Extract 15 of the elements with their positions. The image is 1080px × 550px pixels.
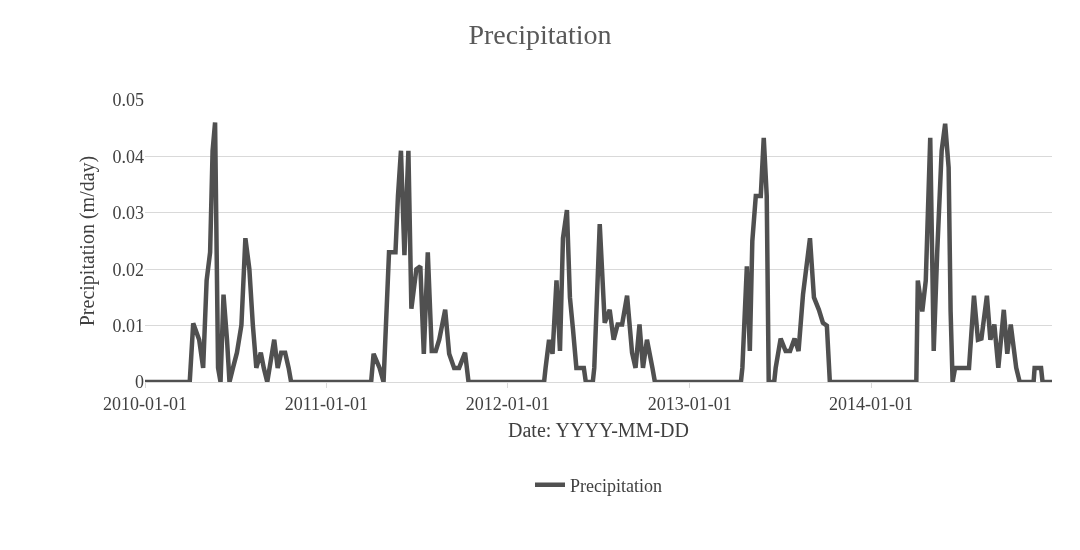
- x-axis-title: Date: YYYY-MM-DD: [508, 419, 689, 442]
- y-tick-label: 0.04: [112, 146, 144, 167]
- legend-label: Precipitation: [570, 475, 662, 496]
- y-tick-label: 0.03: [112, 203, 144, 224]
- chart-title: Precipitation: [468, 19, 612, 51]
- x-tick-label: 2011-01-01: [284, 393, 369, 414]
- x-tick-label: 2012-01-01: [465, 393, 550, 414]
- y-tick-label: 0.01: [112, 315, 144, 336]
- y-tick-label: 0.02: [112, 259, 144, 280]
- x-tick-label: 2013-01-01: [647, 393, 732, 414]
- y-tick-label: 0: [135, 372, 144, 393]
- x-tick-label: 2010-01-01: [103, 393, 187, 414]
- x-tick-label: 2014-01-01: [829, 393, 914, 414]
- y-tick-label: 0.05: [112, 90, 144, 111]
- y-axis-title: Precipitation (m/day): [76, 155, 99, 327]
